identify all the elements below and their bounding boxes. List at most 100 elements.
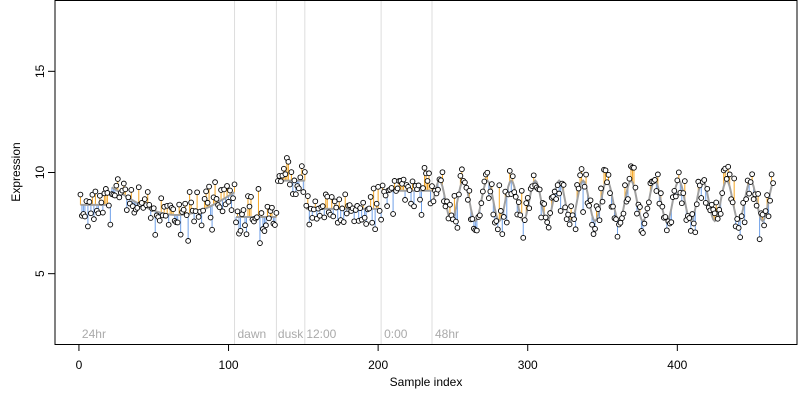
data-point — [114, 176, 121, 182]
data-point — [242, 222, 248, 229]
data-point — [138, 200, 145, 206]
data-point — [581, 183, 588, 190]
region-label-24hr: 24hr — [82, 327, 106, 341]
data-point — [459, 166, 465, 173]
data-point — [592, 225, 598, 232]
data-point — [536, 186, 543, 193]
region-label-dusk: dusk — [278, 327, 304, 341]
data-point — [541, 201, 548, 207]
region-label-48hr: 48hr — [435, 327, 459, 341]
data-point — [281, 165, 287, 172]
data-point — [713, 199, 720, 206]
data-point — [547, 210, 554, 216]
data-point — [768, 171, 775, 178]
data-point — [273, 210, 280, 216]
data-point — [493, 218, 500, 224]
data-point — [98, 199, 105, 206]
data-point — [278, 178, 284, 185]
data-point — [92, 188, 99, 195]
data-point — [186, 189, 193, 195]
data-point — [203, 188, 209, 195]
data-point — [668, 219, 675, 226]
data-point — [488, 181, 495, 187]
data-point — [234, 208, 241, 215]
data-point — [402, 197, 408, 203]
data-point — [595, 206, 601, 212]
data-point — [765, 213, 772, 220]
data-point — [596, 217, 603, 224]
data-point — [481, 178, 488, 185]
data-point — [248, 193, 254, 200]
data-point — [622, 182, 628, 189]
data-point — [523, 200, 530, 206]
data-point — [586, 202, 592, 209]
data-point — [174, 219, 181, 226]
region-label-1200: 12:00 — [306, 327, 336, 341]
data-point — [333, 204, 340, 211]
data-point — [372, 226, 378, 233]
data-point — [578, 166, 585, 172]
data-point — [107, 221, 114, 228]
data-point — [646, 199, 652, 206]
data-point — [671, 188, 678, 194]
data-point — [188, 199, 194, 206]
data-point — [95, 210, 102, 217]
data-point — [185, 238, 191, 244]
y-axis-title: Expression — [9, 142, 23, 201]
data-point — [607, 190, 613, 196]
data-point — [725, 163, 732, 170]
data-point — [520, 234, 527, 241]
data-point — [206, 183, 212, 190]
data-point — [342, 191, 349, 198]
data-point — [219, 208, 226, 215]
data-point — [77, 191, 84, 198]
data-point — [750, 196, 757, 203]
data-point — [575, 185, 582, 192]
x-axis-title: Sample index — [390, 375, 463, 389]
data-point — [756, 236, 763, 243]
data-point — [530, 172, 537, 179]
data-point — [767, 197, 773, 204]
data-point — [490, 211, 497, 218]
data-point — [565, 211, 571, 218]
data-point — [690, 220, 697, 227]
data-point — [123, 207, 130, 213]
data-point — [474, 227, 480, 234]
data-point — [544, 219, 551, 226]
data-point — [266, 215, 272, 222]
data-point — [658, 190, 664, 197]
data-point — [418, 212, 425, 218]
data-point — [88, 210, 94, 217]
data-point — [717, 210, 724, 217]
data-point — [439, 169, 446, 176]
data-point — [509, 173, 516, 180]
data-point — [312, 198, 319, 205]
data-point — [693, 201, 700, 208]
data-point — [620, 210, 627, 217]
data-point — [165, 221, 172, 228]
data-points — [77, 155, 776, 246]
data-point — [714, 215, 721, 222]
x-tick-label: 100 — [219, 358, 239, 372]
data-point — [85, 223, 91, 230]
data-point — [382, 192, 389, 199]
region-label-dawn: dawn — [238, 327, 267, 341]
data-point — [511, 189, 518, 195]
data-point — [556, 190, 562, 197]
data-point — [643, 212, 649, 219]
data-point — [734, 216, 741, 222]
data-point — [357, 205, 364, 211]
data-point — [653, 188, 660, 194]
x-tick-label: 400 — [667, 358, 687, 372]
data-point — [701, 177, 708, 183]
data-point — [298, 163, 305, 169]
data-point — [560, 182, 567, 188]
data-point — [708, 201, 715, 208]
data-point — [686, 215, 693, 221]
data-point — [152, 231, 159, 238]
data-point — [512, 193, 519, 200]
data-point — [339, 205, 346, 212]
data-point — [659, 203, 666, 210]
data-point — [644, 205, 651, 212]
data-point — [285, 158, 292, 165]
